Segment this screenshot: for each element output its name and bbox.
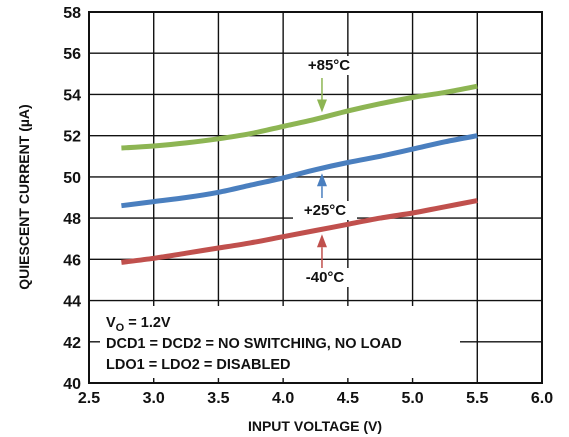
- arrow-head-icon: [316, 173, 327, 187]
- series-line-plusminus-25c: [121, 133, 478, 209]
- plot-frame: [88, 11, 543, 384]
- x-axis-title: INPUT VOLTAGE (V): [248, 418, 382, 434]
- x-tick-label: 6.0: [531, 390, 553, 407]
- label-backdrop: [293, 201, 357, 220]
- y-tick-label: 40: [63, 376, 81, 393]
- temperature-label: -40°C: [306, 269, 345, 286]
- note-backdrop: [100, 306, 460, 378]
- x-tick-label: 3.0: [143, 390, 165, 407]
- y-tick-labels: 40 42 44 46 48 50 52 54 56 58: [63, 5, 81, 393]
- y-tick-label: 56: [63, 46, 81, 63]
- y-tick-label: 54: [63, 87, 81, 104]
- label-backdrop: [293, 268, 357, 287]
- x-tick-label: 5.5: [466, 390, 488, 407]
- note-line: VO = 1.2V: [106, 315, 171, 334]
- temperature-label: +85°C: [308, 57, 350, 74]
- y-tick-label: 48: [63, 211, 81, 228]
- y-axis-title: QUIESCENT CURRENT (µA): [16, 104, 32, 289]
- temperature-label: +25°C: [304, 202, 346, 219]
- x-tick-label: 3.5: [207, 390, 229, 407]
- x-tick-label: 4.0: [272, 390, 294, 407]
- y-tick-label: 42: [63, 335, 81, 352]
- y-tick-label: 46: [63, 252, 81, 269]
- x-tick-label: 2.5: [78, 390, 100, 407]
- conditions-note: VO = 1.2V DCD1 = DCD2 = NO SWITCHING, NO …: [100, 306, 460, 378]
- arrow-head-icon: [316, 234, 327, 248]
- y-tick-label: 58: [63, 5, 81, 22]
- note-text-rest: = 1.2V: [124, 315, 171, 331]
- series-line-minus-40c: [121, 198, 478, 265]
- y-tick-label: 50: [63, 170, 81, 187]
- note-line: LDO1 = LDO2 = DISABLED: [106, 357, 291, 373]
- label-backdrop: [297, 56, 361, 75]
- y-tick-label: 52: [63, 129, 81, 146]
- series-line-plusminus-85c: [121, 83, 478, 151]
- x-tick-label: 5.0: [401, 390, 423, 407]
- note-text: LDO1 = LDO2 = DISABLED: [106, 357, 291, 373]
- note-line: DCD1 = DCD2 = NO SWITCHING, NO LOAD: [106, 336, 402, 352]
- note-text: DCD1 = DCD2 = NO SWITCHING, NO LOAD: [106, 336, 402, 352]
- note-subscript: O: [116, 322, 125, 334]
- arrow-head-icon: [316, 99, 327, 113]
- y-tick-label: 44: [63, 294, 81, 311]
- annotations: +85°C +25°C -40°C: [293, 56, 361, 287]
- x-tick-label: 4.5: [337, 390, 359, 407]
- data-series: [121, 83, 478, 265]
- x-tick-labels: 2.5 3.0 3.5 4.0 4.5 5.0 5.5 6.0: [78, 390, 553, 407]
- note-text: V: [106, 315, 116, 331]
